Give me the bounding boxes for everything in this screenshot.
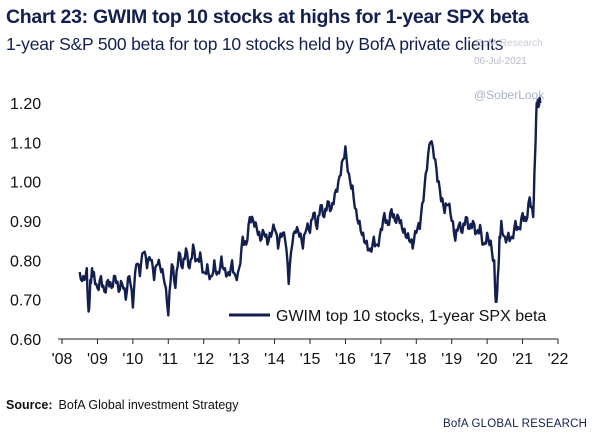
source-text: BofA Global investment Strategy [58,398,239,412]
x-tick-label: '17 [370,351,391,368]
x-tick-label: '12 [193,351,214,368]
chart-title: Chart 23: GWIM top 10 stocks at highs fo… [6,6,529,28]
x-tick-label: '08 [52,351,73,368]
x-tick-label: '09 [87,351,108,368]
x-tick-label: '13 [229,351,250,368]
series-layer [78,96,542,317]
x-tick-label: '16 [335,351,356,368]
y-tick-label: 1.10 [10,135,41,152]
x-tick-label: '19 [441,351,462,368]
watermark-date: 06-Jul-2021 [474,56,527,67]
watermark-handle: @SoberLook [474,88,545,102]
x-tick-label: '18 [406,351,427,368]
source-label: Source: [6,398,53,412]
x-tick-label: '10 [122,351,143,368]
x-tick-label: '20 [477,351,498,368]
y-tick-label: 1.00 [10,175,41,192]
x-tick-label: '21 [512,351,533,368]
chart-legend: GWIM top 10 stocks, 1-year SPX beta [222,303,552,327]
y-tick-label: 0.80 [10,253,41,270]
y-tick-label: 1.20 [10,96,41,113]
brand-footer: BofA GLOBAL RESEARCH [443,418,588,430]
source-note: Source: BofA Global investment Strategy [6,398,239,412]
x-tick-label: '14 [264,351,285,368]
y-tick-label: 0.90 [10,214,41,231]
y-axis: 1.20 1.10 1.00 0.90 0.80 0.70 0.60 [10,96,41,349]
legend-label: GWIM top 10 stocks, 1-year SPX beta [276,308,546,325]
legend-background [222,303,552,327]
chart-subtitle: 1-year S&P 500 beta for top 10 stocks he… [6,34,504,54]
x-tick-label: '15 [300,351,321,368]
x-axis: '08 '09 '10 '11 '12 '13 '14 '15 '16 '17 '18 '19 '20 '… [52,338,569,368]
watermark-site: BofA Research [476,38,543,49]
x-tick-label: '11 [158,351,178,368]
series-line [78,96,542,317]
y-tick-label: 0.70 [10,293,41,310]
y-tick-label: 0.60 [10,332,41,349]
x-tick-label: '22 [548,351,569,368]
